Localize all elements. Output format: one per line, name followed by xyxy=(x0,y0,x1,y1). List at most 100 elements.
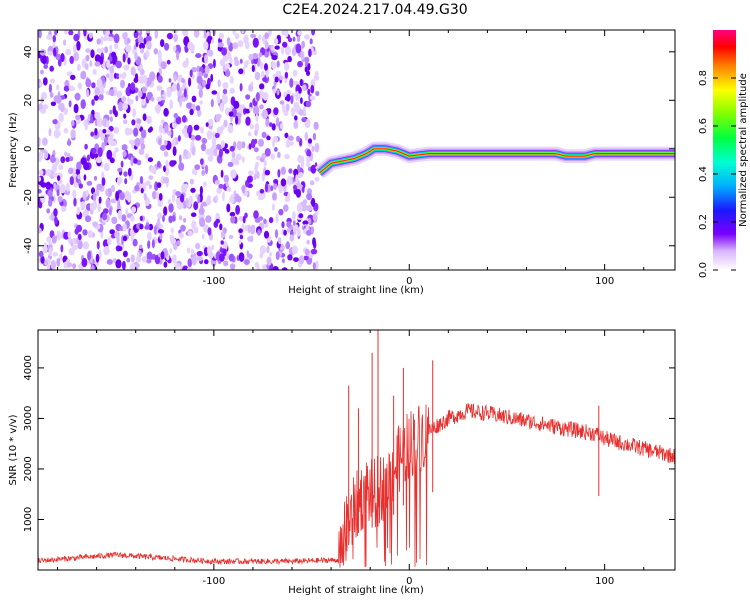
spectrogram-noise-speck xyxy=(38,227,42,234)
spectrogram-noise-speck xyxy=(42,244,48,254)
spectrogram-noise-speck xyxy=(50,260,56,270)
spectrogram-noise-speck xyxy=(142,86,146,94)
spectrogram-noise-speck xyxy=(109,65,115,75)
spectrogram-noise-speck xyxy=(111,216,118,225)
spectrogram-noise-speck xyxy=(229,145,235,152)
spectrogram-noise-speck xyxy=(232,42,239,50)
spectrogram-noise-speck xyxy=(65,48,72,56)
spectrogram-noise-speck xyxy=(106,59,111,69)
spectrogram-noise-speck xyxy=(248,170,254,176)
spectrogram-noise-speck xyxy=(242,66,246,76)
spectrogram-noise-speck xyxy=(109,229,115,235)
spectrogram-noise-speck xyxy=(262,77,268,82)
spectrogram-noise-speck xyxy=(294,103,300,113)
spectrogram-noise-speck xyxy=(40,182,47,188)
spectrogram-noise-speck xyxy=(93,95,99,101)
spectrogram-noise-speck xyxy=(207,227,212,236)
spectrogram-noise-speck xyxy=(244,60,248,69)
spectrogram-noise-speck xyxy=(250,138,256,149)
spectrogram-noise-speck xyxy=(295,189,301,198)
spectrogram-noise-speck xyxy=(103,245,110,256)
spectrogram-noise-speck xyxy=(160,61,167,70)
spectrogram-noise-speck xyxy=(274,147,278,152)
spectrogram-noise-speck xyxy=(314,142,320,153)
spectrogram-noise-speck xyxy=(146,80,150,87)
spectrogram-noise-speck xyxy=(306,229,312,236)
spectrogram-noise-speck xyxy=(289,234,295,242)
spectrogram-noise-speck xyxy=(107,236,112,246)
spectrogram-noise-speck xyxy=(301,186,305,194)
spectrogram-noise-speck xyxy=(94,54,101,63)
spectrogram-noise-speck xyxy=(178,203,184,209)
snr-y-tick-label: 3000 xyxy=(23,406,34,431)
spectrogram-noise-speck xyxy=(302,84,307,92)
spectrogram-noise-speck xyxy=(74,169,81,175)
snr-y-tick-label: 4000 xyxy=(23,355,34,380)
spectrogram-noise-speck xyxy=(210,98,214,108)
spectrogram-noise-speck xyxy=(190,212,197,217)
spectrogram-noise-speck xyxy=(76,63,81,71)
spectrogram-noise-speck xyxy=(310,164,317,174)
spectrogram-noise-speck xyxy=(204,259,209,265)
spectrogram-noise-speck xyxy=(155,191,160,201)
spectrogram-noise-speck xyxy=(206,130,213,140)
spectrogram-noise-speck xyxy=(157,75,163,83)
spectrogram-noise-speck xyxy=(292,245,298,255)
spectrogram-noise-speck xyxy=(191,66,198,73)
spectrogram-noise-speck xyxy=(84,215,92,223)
spectrogram-noise-speck xyxy=(86,89,90,98)
spectrogram-noise-speck xyxy=(291,47,297,57)
spectrogram-noise-speck xyxy=(86,180,93,186)
spectrogram-noise-speck xyxy=(170,237,177,245)
spectrogram-noise-speck xyxy=(274,76,279,83)
spectrogram-noise-speck xyxy=(256,171,260,180)
spectrogram-noise-speck xyxy=(259,61,264,70)
spectrogram-noise-speck xyxy=(56,258,61,267)
spectrogram-noise-speck xyxy=(172,146,177,157)
spectrogram-noise-speck xyxy=(132,238,138,247)
spectrogram-noise-speck xyxy=(150,165,157,174)
spectrogram-noise-speck xyxy=(265,69,269,78)
spectrogram-noise-speck xyxy=(235,153,242,161)
spectrogram-noise-speck xyxy=(233,100,240,109)
spectrogram-noise-speck xyxy=(103,36,108,42)
spectrogram-noise-speck xyxy=(248,53,254,61)
spectrogram-noise-speck xyxy=(94,128,98,136)
spectrogram-noise-speck xyxy=(80,70,87,80)
spectrogram-noise-speck xyxy=(276,60,280,68)
spectrogram-noise-speck xyxy=(58,164,64,170)
spectrogram-signal-track xyxy=(314,141,675,179)
spectrogram-noise-speck xyxy=(285,241,290,250)
spectrogram-noise-speck xyxy=(131,206,137,213)
spectrogram-noise-speck xyxy=(117,199,121,209)
colorbar-tick-label: 0.4 xyxy=(698,166,709,182)
spectrogram-noise-speck xyxy=(109,116,113,123)
spectrogram-noise-speck xyxy=(91,265,95,270)
spectrogram-noise-speck xyxy=(252,105,260,115)
spectrogram-noise-speck xyxy=(227,124,234,134)
spectrogram-noise-speck xyxy=(111,51,117,58)
spectrogram-noise-speck xyxy=(255,92,260,102)
spectrogram-noise-speck xyxy=(109,30,113,34)
spectrogram-noise-speck xyxy=(180,96,187,102)
spectrogram-noise-speck xyxy=(183,217,187,223)
spectrogram-noise-speck xyxy=(68,100,72,108)
spectrogram-noise-speck xyxy=(122,102,128,111)
spectrogram-noise-speck xyxy=(100,35,104,45)
spectrogram-noise-speck xyxy=(159,233,163,240)
spectrogram-noise-speck xyxy=(226,203,231,213)
spectrogram-noise-speck xyxy=(303,255,309,261)
spectrogram-noise-speck xyxy=(267,108,272,114)
spectrogram-noise-speck xyxy=(163,107,169,117)
spectrogram-noise-speck xyxy=(259,104,264,110)
spectrogram-noise-speck xyxy=(232,30,236,36)
spectrogram-noise-speck xyxy=(90,113,93,124)
spectrogram-noise-speck xyxy=(66,262,73,268)
spectrogram-noise-speck xyxy=(91,147,97,154)
spectrogram-noise-speck xyxy=(190,187,196,193)
spectrogram-noise-speck xyxy=(130,66,136,76)
spectrogram-noise-speck xyxy=(171,83,178,92)
spectrogram-noise-speck xyxy=(160,39,165,48)
spectrogram-noise-speck xyxy=(275,116,280,127)
spectrogram-noise-speck xyxy=(281,46,285,55)
